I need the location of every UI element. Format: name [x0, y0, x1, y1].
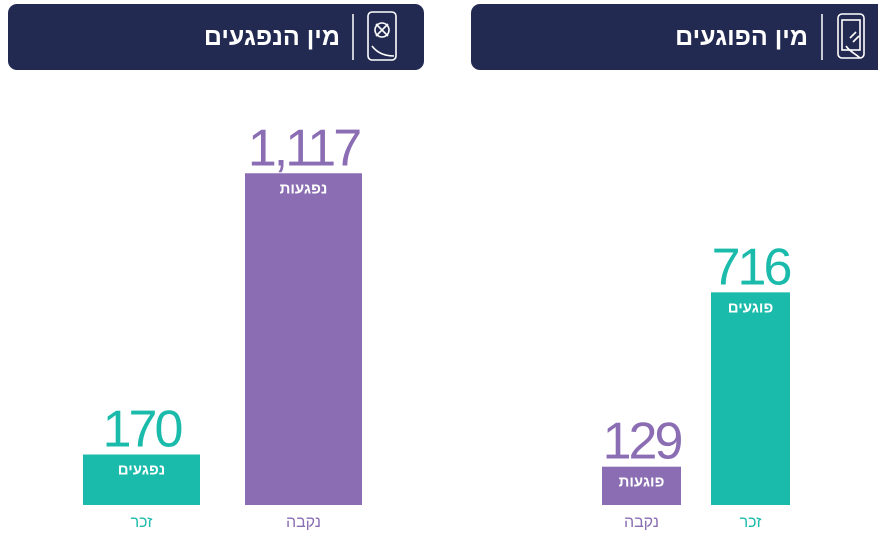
bar-label: נפגעות: [280, 180, 328, 197]
value-label: 716: [712, 238, 791, 296]
bar: [245, 173, 362, 505]
bar-label: פוגעים: [728, 299, 774, 316]
bar-label: פוגעות: [619, 474, 665, 491]
bar: [83, 454, 200, 505]
phone-icon: [367, 11, 397, 61]
header-victims: מין הנפגעים: [8, 4, 424, 70]
bar: [602, 466, 681, 505]
bar-label: נפגעים: [118, 462, 165, 479]
header-bar: [471, 4, 878, 70]
value-label: 1,117: [248, 119, 360, 177]
header-bar: [8, 4, 424, 70]
category-label: זכר: [131, 514, 153, 531]
phone-icon: [837, 13, 865, 59]
value-label: 170: [103, 401, 182, 459]
value-label: 129: [603, 413, 682, 471]
chart-title: מין הנפגעים: [204, 23, 340, 51]
category-label: נקבה: [624, 514, 659, 531]
header-offenders: מין הפוגעים: [471, 4, 878, 70]
category-label: נקבה: [286, 514, 321, 531]
bar: [711, 292, 790, 505]
chart-title: מין הפוגעים: [675, 23, 808, 51]
category-label: זכר: [740, 514, 762, 531]
